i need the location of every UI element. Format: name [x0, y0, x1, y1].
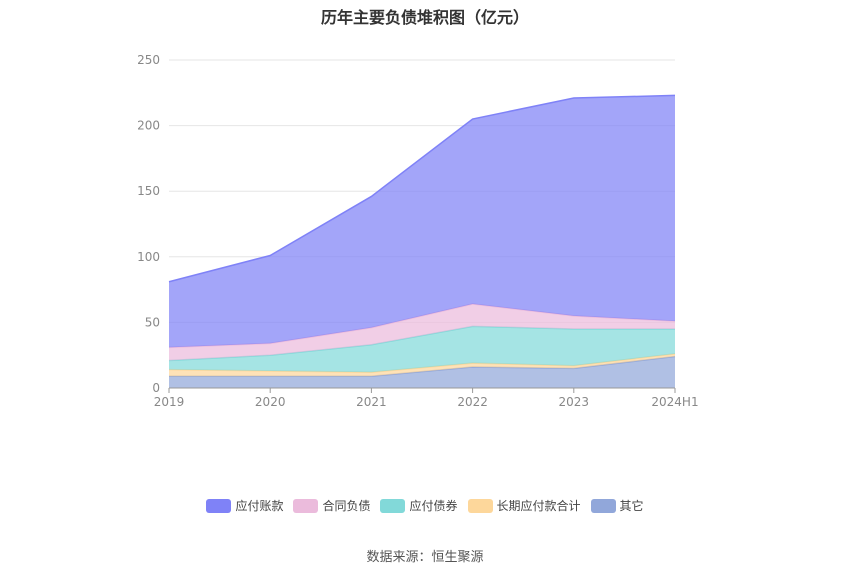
legend-swatch: [380, 498, 406, 513]
x-tick-label: 2022: [457, 395, 488, 409]
legend-swatch: [293, 498, 319, 513]
legend-label: 应付债券: [409, 499, 458, 513]
area-series: [169, 304, 675, 361]
y-tick-label: 200: [137, 119, 160, 133]
data-source-note: 数据来源：恒生聚源: [366, 550, 484, 565]
chart-legend: 应付账款 合同负债 应付债券 长期应付款合计 其它: [0, 497, 850, 514]
legend-item-bonds-payable[interactable]: 应付债券: [380, 497, 458, 514]
x-tick-label: 2023: [559, 395, 590, 409]
legend-label: 其它: [619, 499, 644, 513]
legend-item-long-term-payables[interactable]: 长期应付款合计: [467, 497, 581, 514]
y-tick-label: 50: [145, 315, 160, 329]
area-series: [169, 353, 675, 377]
chart-title: 历年主要负债堆积图（亿元）: [320, 8, 529, 27]
area-series: [169, 95, 675, 348]
y-tick-label: 250: [137, 53, 160, 67]
y-tick-label: 0: [152, 381, 160, 395]
legend-label: 合同负债: [322, 499, 371, 513]
legend-swatch: [467, 498, 493, 513]
x-tick-label: 2020: [255, 395, 286, 409]
legend-label: 应付账款: [235, 499, 284, 513]
legend-label: 长期应付款合计: [496, 499, 581, 513]
x-tick-label: 2024H1: [651, 395, 698, 409]
legend-swatch: [590, 498, 616, 513]
area-series: [169, 326, 675, 373]
x-tick-label: 2019: [154, 395, 185, 409]
y-tick-label: 150: [137, 184, 160, 198]
y-tick-label: 100: [137, 250, 160, 264]
legend-swatch: [206, 498, 232, 513]
x-tick-label: 2021: [356, 395, 387, 409]
legend-item-contract-liabilities[interactable]: 合同负债: [293, 497, 370, 514]
legend-item-accounts-payable[interactable]: 应付账款: [206, 497, 283, 514]
series-line: [168, 94, 676, 283]
legend-item-other[interactable]: 其它: [590, 497, 644, 514]
